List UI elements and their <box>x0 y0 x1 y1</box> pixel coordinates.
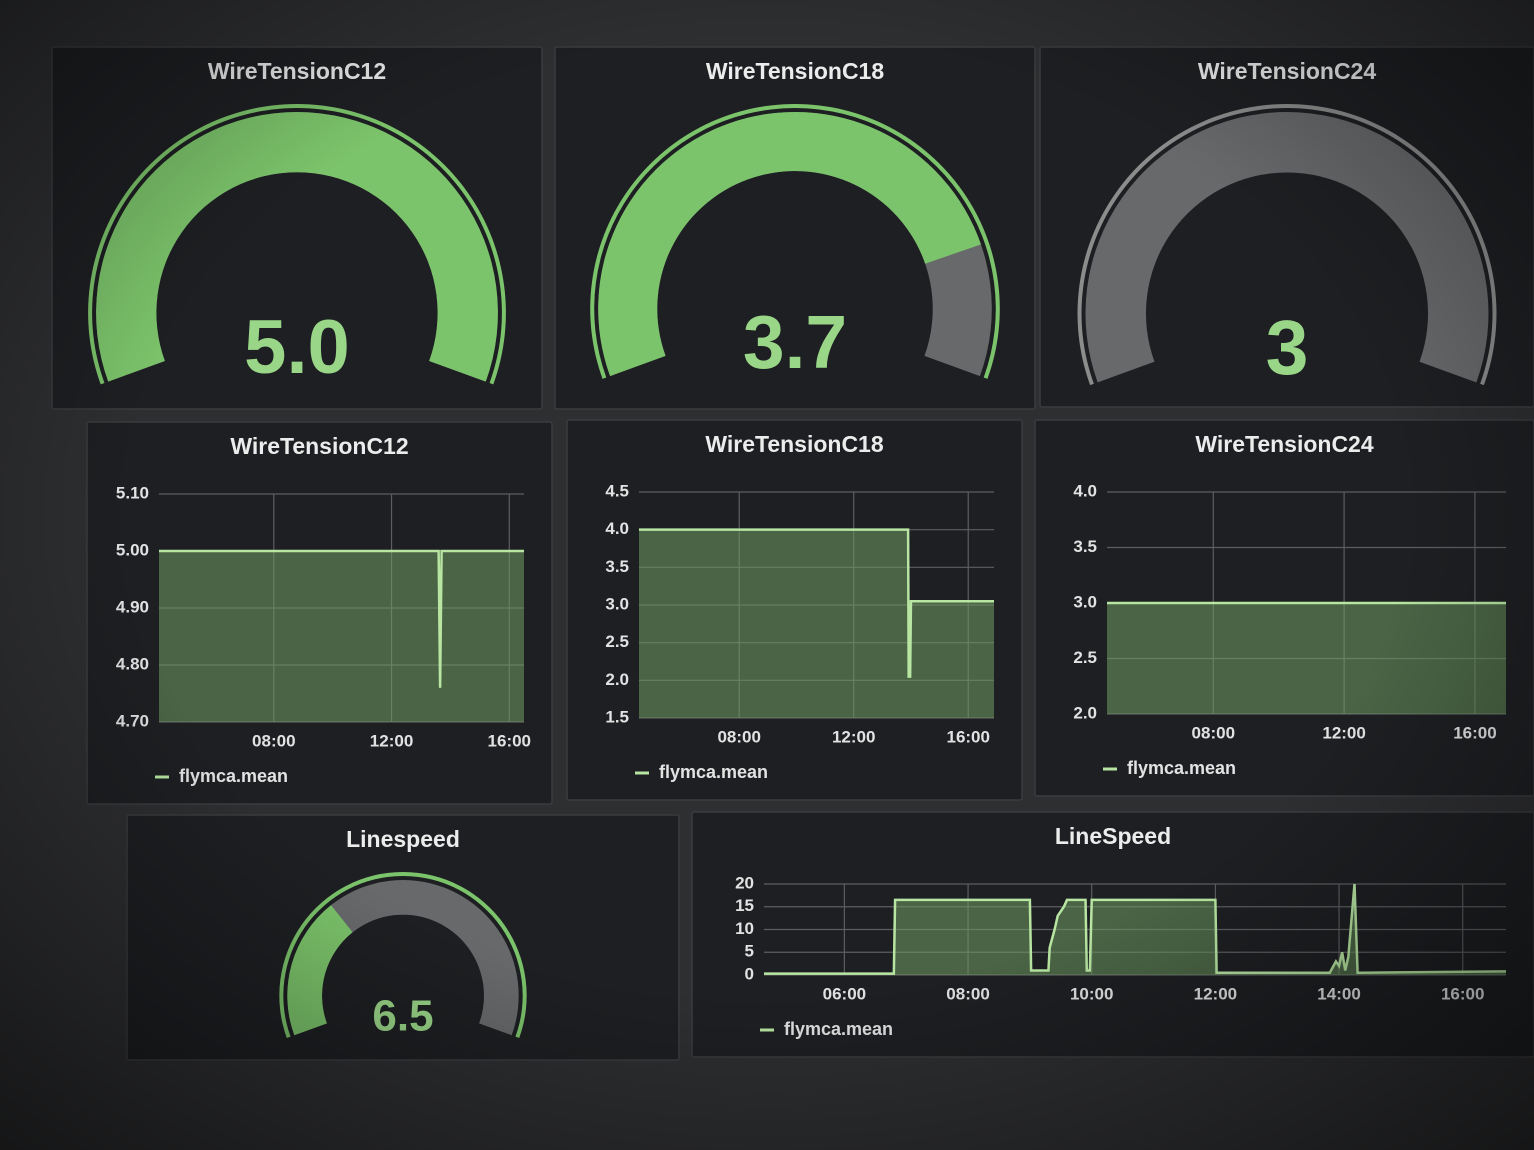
y-tick-label: 2.5 <box>605 632 629 651</box>
x-tick-label: 06:00 <box>823 984 866 1003</box>
x-tick-label: 08:00 <box>252 731 295 750</box>
x-tick-label: 16:00 <box>1441 984 1484 1003</box>
gauge-panel: WireTensionC24 3 <box>1039 46 1534 408</box>
panel-title: WireTensionC18 <box>706 58 885 84</box>
x-tick-label: 12:00 <box>832 727 875 746</box>
chart-panel: WireTensionC24 2.0 2.5 3.0 3.5 4.0 08:00 12:00 1… <box>1034 419 1534 797</box>
gauge-panel: Linespeed 6.5 <box>126 814 680 1061</box>
panel-title: WireTensionC24 <box>1195 431 1374 457</box>
series-area <box>159 551 524 722</box>
y-tick-label: 1.5 <box>605 707 629 726</box>
legend-label: flymca.mean <box>659 762 768 782</box>
y-tick-label: 5.10 <box>116 483 149 502</box>
x-tick-label: 14:00 <box>1317 984 1360 1003</box>
legend-label: flymca.mean <box>784 1019 893 1039</box>
gauge-panel: WireTensionC12 5.0 <box>51 46 543 410</box>
gauge-value: 3.7 <box>743 300 847 384</box>
y-tick-label: 10 <box>735 919 754 938</box>
panels: WireTensionC125.0WireTensionC183.7WireTe… <box>51 46 1534 1061</box>
panel-title: WireTensionC18 <box>705 431 884 457</box>
y-tick-label: 20 <box>735 873 754 892</box>
x-tick-label: 08:00 <box>946 984 989 1003</box>
x-tick-label: 10:00 <box>1070 984 1113 1003</box>
gauge-value: 3 <box>1266 305 1309 391</box>
y-tick-label: 5 <box>745 942 754 961</box>
y-tick-label: 4.0 <box>605 519 629 538</box>
gauge-panel: WireTensionC18 3.7 <box>554 46 1036 410</box>
gauge-value: 6.5 <box>372 991 433 1040</box>
y-tick-label: 4.5 <box>605 481 629 500</box>
x-tick-label: 16:00 <box>946 727 989 746</box>
panel-title: Linespeed <box>346 826 460 852</box>
panel-title: LineSpeed <box>1055 823 1171 849</box>
chart-panel: LineSpeed 0 5 10 15 20 06:00 08:00 10:00 12:00 14:… <box>691 811 1534 1058</box>
y-tick-label: 5.00 <box>116 540 149 559</box>
series-area <box>1107 603 1506 714</box>
y-tick-label: 2.0 <box>605 670 629 689</box>
y-tick-label: 3.5 <box>605 557 629 576</box>
chart-panel: WireTensionC12 4.70 4.80 4.90 5.00 5.10 08:00 1… <box>86 421 553 805</box>
y-tick-label: 3.0 <box>605 594 629 613</box>
panel-title: WireTensionC12 <box>230 433 408 459</box>
y-tick-label: 2.5 <box>1073 648 1097 667</box>
x-tick-label: 16:00 <box>1453 723 1496 742</box>
chart-panel: WireTensionC18 1.5 2.0 2.5 3.0 3.5 4.0 4.5 08:00… <box>566 419 1023 801</box>
x-tick-label: 08:00 <box>717 727 760 746</box>
gauge-value: 5.0 <box>244 305 350 390</box>
y-tick-label: 15 <box>735 896 754 915</box>
y-tick-label: 0 <box>745 964 754 983</box>
legend-label: flymca.mean <box>179 766 288 786</box>
x-tick-label: 16:00 <box>488 731 531 750</box>
y-tick-label: 4.80 <box>116 654 149 673</box>
y-tick-label: 4.70 <box>116 711 149 730</box>
legend-label: flymca.mean <box>1127 758 1236 778</box>
y-tick-label: 3.5 <box>1073 537 1097 556</box>
panel-title: WireTensionC12 <box>208 58 386 84</box>
y-tick-label: 4.0 <box>1073 481 1097 500</box>
panel-title: WireTensionC24 <box>1198 58 1377 84</box>
x-tick-label: 12:00 <box>1194 984 1237 1003</box>
y-tick-label: 3.0 <box>1073 592 1097 611</box>
x-tick-label: 08:00 <box>1192 723 1235 742</box>
x-tick-label: 12:00 <box>1322 723 1365 742</box>
x-tick-label: 12:00 <box>370 731 413 750</box>
y-tick-label: 4.90 <box>116 597 149 616</box>
y-tick-label: 2.0 <box>1073 703 1097 722</box>
